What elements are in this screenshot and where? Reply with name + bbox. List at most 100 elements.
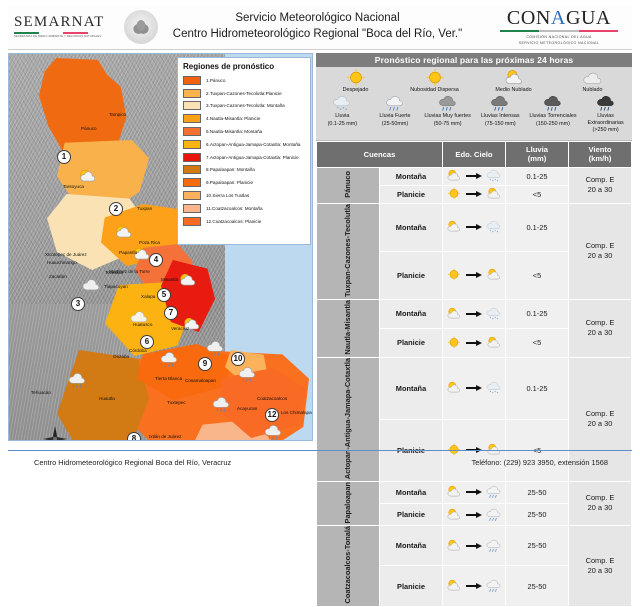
- map-marker-10[interactable]: 10: [231, 352, 245, 366]
- sun-icon: [445, 443, 463, 457]
- map-icon-sun-cloud-2: [113, 224, 135, 240]
- rain-legend-4: Lluvias Intensas (75-150 mm): [474, 95, 526, 134]
- sky-cell: [442, 480, 506, 504]
- forecast-map[interactable]: 1 2 3 4 5 6 7 8 9 10 11 11 12: [8, 53, 313, 441]
- legend-swatch-3: [183, 101, 201, 111]
- sun-cloud-icon: [445, 307, 463, 321]
- map-marker-4[interactable]: 4: [149, 253, 163, 267]
- forecast-table-body: Pánuco Montaña 0.1-25 Comp. E 20 a 30 Planici…: [316, 166, 632, 607]
- map-marker-12[interactable]: 12: [265, 408, 279, 422]
- rain-cell: 0.1-25: [505, 298, 569, 329]
- basin-cell-2: Tuxpan-Cazones-Tecolutla: [316, 202, 380, 300]
- legend-item-6[interactable]: 6.Actopan-Antigua-Jamapa-Cotaxtla: Monta…: [183, 138, 305, 151]
- legend-item-8[interactable]: 8.Papaloapan: Montaña: [183, 164, 305, 177]
- map-marker-1[interactable]: 1: [57, 150, 71, 164]
- conagua-subtitle-2: SERVICIO METEOROLÓGICO NACIONAL: [518, 40, 600, 45]
- wind-direction: Comp. E: [585, 241, 615, 251]
- legend-label-10: 10.Sierra Los Tuxtlas: [206, 193, 250, 199]
- legend-swatch-12: [183, 216, 201, 226]
- map-icon-sun-cloud-4: [131, 246, 153, 262]
- rain-icon: [485, 539, 503, 553]
- rain-condition-legend: Lluvia (0.1-25 mm) Lluvia Fuerte (25-50mm) L…: [316, 94, 632, 134]
- legend-swatch-10: [183, 191, 201, 201]
- legend-item-7[interactable]: 7.Actopan-Antigua-Jamapa-Cotaxtla: Plani…: [183, 151, 305, 164]
- wind-direction: Comp. E: [585, 317, 615, 327]
- map-marker-3[interactable]: 3: [71, 297, 85, 311]
- rain-legend-range-1: (0.1-25 mm): [327, 120, 357, 127]
- sky-cell: [442, 250, 506, 300]
- map-marker-9[interactable]: 9: [198, 357, 212, 371]
- rain-legend-label-6: Lluvias Extraordinarias: [587, 112, 624, 126]
- legend-despejado: Despejado: [320, 69, 392, 94]
- wind-cell-3: Comp. E 20 a 30: [568, 298, 632, 358]
- arrow-right-icon: [466, 385, 482, 392]
- legend-item-5[interactable]: 5.Nautla-Misantla: Montaña: [183, 125, 305, 138]
- sun-icon: [445, 187, 463, 201]
- page-subtitle: Centro Hidrometeorológico Regional "Boca…: [172, 28, 463, 40]
- sun-cloud-icon: [485, 268, 503, 282]
- legend-item-4[interactable]: 4.Nautla-Misantla: Planicie: [183, 112, 305, 125]
- legend-swatch-8: [183, 165, 201, 175]
- sky-cell: [442, 327, 506, 358]
- map-marker-5[interactable]: 5: [157, 288, 171, 302]
- basin-cell-4: Actopan-Antigua-Jamapa-Cotaxtla: [316, 356, 380, 482]
- city-label-veracruz: Veracruz: [171, 326, 190, 331]
- legend-label-12: 12.Coatzacoalcos: Planicie: [206, 218, 262, 224]
- city-label-xicotepec: Xicotepec de Juárez: [45, 252, 87, 257]
- basin-cell-1: Pánuco: [316, 166, 380, 204]
- legend-item-9[interactable]: 9.Papaloapan: Planicie: [183, 176, 305, 189]
- table-header-row: Cuencas Edo. Cielo Lluvia (mm) Viento (k…: [316, 141, 632, 168]
- legend-item-1[interactable]: 1.Pánuco: [183, 74, 305, 87]
- rain-cell: <5: [505, 184, 569, 204]
- rain-cell: 0.1-25: [505, 202, 569, 252]
- legend-item-2[interactable]: 2.Tuxpan-Cazones-Tecolutla:Planicie: [183, 87, 305, 100]
- legend-item-12[interactable]: 12.Coatzacoalcos: Planicie: [183, 215, 305, 228]
- map-marker-7[interactable]: 7: [164, 306, 178, 320]
- wind-speed: 20 a 30: [587, 419, 613, 429]
- col-header-lluvia-line1: Lluvia: [526, 145, 548, 154]
- page-footer: Centro Hidrometeorológico Regional Boca …: [8, 450, 632, 474]
- table-row: Planicie <5: [317, 250, 632, 300]
- city-label-teziutlan: Teziutlán: [105, 270, 124, 275]
- city-label-zacatlan: Zacatlán: [49, 274, 67, 279]
- city-label-tuxtepec: Tuxtepec: [167, 400, 186, 405]
- map-icon-sun-cloud-1: [77, 168, 99, 184]
- sky-condition-legend: Despejado Nubosidad Dispersa Medio Nubla…: [316, 67, 632, 94]
- city-label-chimalapas: Los Chimalapas: [281, 410, 313, 415]
- legend-label-11: 11.Coatzacoalcos: Montaña: [206, 205, 263, 211]
- wind-direction: Comp. E: [585, 408, 615, 418]
- map-marker-2[interactable]: 2: [109, 202, 123, 216]
- map-legend: Regiones de pronóstico 1.Pánuco 2.Tuxpan-…: [177, 57, 311, 245]
- light-rain-icon: [485, 381, 503, 395]
- legend-label-1: 1.Pánuco: [206, 77, 226, 83]
- legend-item-3[interactable]: 3.Tuxpan-Cazones-Tecolutla: Montaña: [183, 100, 305, 113]
- light-rain-icon: [485, 169, 503, 183]
- rain-legend-label-5: Lluvias Torrenciales: [529, 112, 577, 119]
- basin-label: Papaloapan: [342, 481, 352, 524]
- sky-cell: [442, 298, 506, 329]
- semarnat-wordmark: SEMARNAT: [14, 13, 105, 30]
- map-marker-8[interactable]: 8: [127, 432, 141, 440]
- wind-cell-2: Comp. E 20 a 30: [568, 202, 632, 300]
- wind-cell-1: Comp. E 20 a 30: [568, 166, 632, 204]
- legend-item-10[interactable]: 10.Sierra Los Tuxtlas: [183, 189, 305, 202]
- conagua-wordmark: CONAGUA: [506, 7, 612, 30]
- table-row: Pánuco Montaña 0.1-25 Comp. E 20 a 30: [316, 166, 632, 204]
- rain-legend-label-2: Lluvia Fuerte: [379, 112, 411, 119]
- legend-item-11[interactable]: 11.Coatzacoalcos: Montaña: [183, 202, 305, 215]
- legend-swatch-6: [183, 139, 201, 149]
- semarnat-subtitle: SECRETARÍA DE MEDIO AMBIENTE Y RECURSOS …: [14, 35, 102, 39]
- basin-label: Nautla-Misantla: [342, 299, 352, 355]
- page-title: Servicio Meteorológico Nacional: [235, 12, 400, 25]
- map-marker-6[interactable]: 6: [140, 335, 154, 349]
- map-icon-rain-10: [237, 366, 259, 382]
- legend-label-5: 5.Nautla-Misantla: Montaña: [206, 129, 263, 135]
- col-header-lluvia: Lluvia (mm): [505, 141, 569, 168]
- legend-swatch-4: [183, 114, 201, 124]
- sun-cloud-icon: [445, 508, 463, 522]
- city-label-huauchinango: Huauchinango: [47, 260, 77, 265]
- legend-label-4: 4.Nautla-Misantla: Planicie: [206, 116, 261, 122]
- sun-cloud-icon: [445, 539, 463, 553]
- city-label-orizaba: Orizaba: [113, 354, 130, 359]
